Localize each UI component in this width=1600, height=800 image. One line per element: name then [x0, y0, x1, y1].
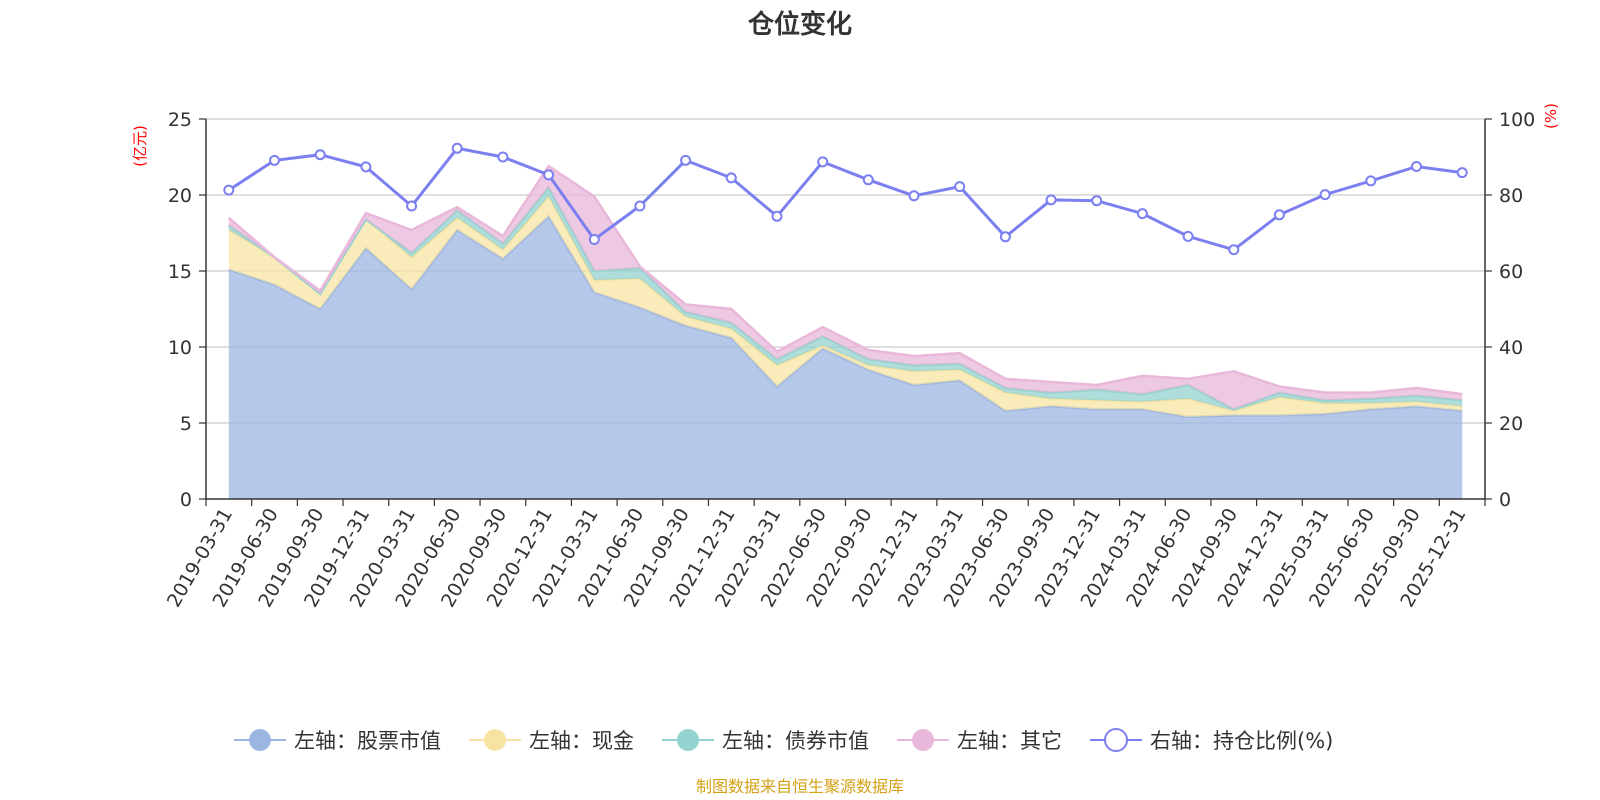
ratio-point [1091, 195, 1103, 207]
ratio-point [1365, 175, 1377, 187]
ratio-point [360, 161, 372, 173]
legend-label-1: 左轴：股票市值 [294, 729, 441, 753]
ratio-point [1319, 189, 1331, 201]
left-tick-label: 15 [168, 261, 192, 283]
ratio-point [269, 154, 280, 166]
ratio-point [954, 181, 966, 193]
stacked-areas [227, 164, 1463, 500]
ratio-point [1182, 230, 1194, 242]
right-axis-unit: (%) [1542, 103, 1560, 129]
ratio-point [771, 210, 783, 222]
legend-label-2: 左轴：现金 [529, 729, 634, 753]
legend: 左轴：股票市值 左轴：现金 左轴：债券市值 左轴：其它 右轴：持仓比例(%) [234, 728, 1333, 753]
legend-marker-3 [677, 729, 699, 751]
ratio-point [543, 169, 555, 181]
legend-label-5: 右轴：持仓比例(%) [1150, 729, 1333, 753]
left-tick-label: 10 [168, 337, 192, 359]
legend-marker-2 [484, 729, 506, 751]
left-tick-label: 5 [180, 413, 192, 435]
ratio-point [1411, 161, 1422, 172]
ratio-point [223, 184, 235, 196]
ratio-point [634, 200, 646, 212]
ratio-point [451, 142, 463, 154]
right-tick-label: 60 [1499, 261, 1523, 283]
ratio-line [223, 142, 1468, 256]
ratio-point [1136, 208, 1148, 220]
right-tick-label: 20 [1499, 413, 1523, 435]
legend-label-4: 左轴：其它 [957, 729, 1062, 753]
ratio-point [497, 151, 509, 163]
chart-title: 仓位变化 [747, 9, 852, 40]
right-tick-label: 80 [1499, 185, 1523, 207]
ratio-point [999, 231, 1011, 243]
ratio-point [817, 156, 829, 168]
ratio-line-path [227, 146, 1463, 252]
left-tick-label: 20 [168, 185, 192, 207]
legend-marker-1 [249, 729, 271, 751]
right-tick-label: 40 [1499, 337, 1523, 359]
area-edge-series-4 [227, 164, 1463, 396]
ratio-point [1228, 244, 1240, 256]
area-series-1 [228, 216, 1463, 500]
left-axis-unit: (亿元) [131, 125, 149, 167]
legend-marker-5 [1104, 728, 1128, 752]
ratio-point [588, 234, 600, 245]
right-tick-label: 100 [1499, 109, 1535, 131]
legend-label-3: 左轴：债券市值 [722, 729, 869, 753]
ratio-point [1273, 209, 1285, 221]
left-tick-label: 0 [180, 489, 192, 511]
ratio-point [862, 174, 874, 186]
ratio-point [908, 190, 920, 202]
ratio-point [1456, 167, 1468, 179]
right-tick-label: 0 [1499, 489, 1511, 511]
legend-marker-4 [912, 729, 934, 751]
data-source-note: 制图数据来自恒生聚源数据库 [696, 777, 904, 796]
ratio-point [406, 200, 418, 212]
ratio-point [725, 172, 737, 184]
left-tick-label: 25 [168, 109, 192, 131]
ratio-point [314, 149, 326, 161]
ratio-point [1045, 194, 1057, 206]
ratio-point [680, 154, 692, 166]
